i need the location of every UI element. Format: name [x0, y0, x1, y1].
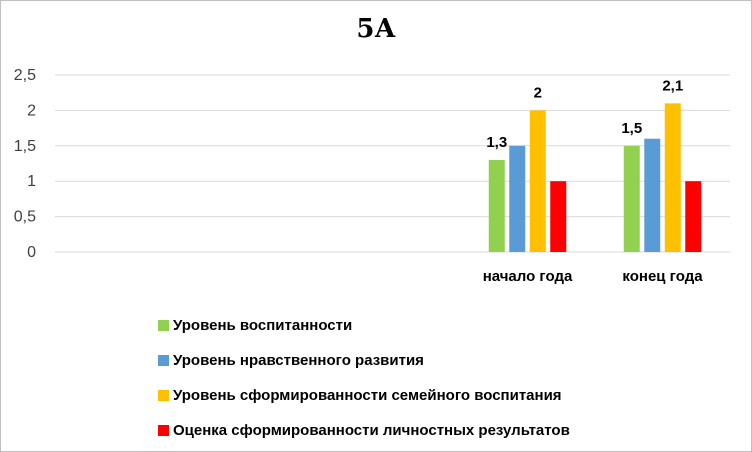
bar [529, 110, 546, 253]
legend-item: Уровень нравственного развития [158, 343, 570, 378]
y-tick-label: 1,5 [14, 138, 36, 155]
legend-swatch [158, 355, 169, 366]
legend-swatch [158, 425, 169, 436]
bar [664, 103, 681, 252]
legend-swatch [158, 320, 169, 331]
legend-item: Оценка сформированности личностных резул… [158, 413, 570, 448]
legend-label: Уровень воспитанности [173, 317, 353, 334]
bar [488, 159, 505, 252]
legend-item: Уровень сформированности семейного воспи… [158, 378, 570, 413]
chart-title: 5А [356, 14, 396, 44]
x-category-label: конец года [622, 268, 703, 285]
x-category-label: начало года [483, 268, 573, 285]
legend-label: Оценка сформированности личностных резул… [173, 422, 570, 439]
legend-label: Уровень сформированности семейного воспи… [173, 387, 562, 404]
y-tick-label: 1 [27, 173, 36, 190]
legend-item: Уровень воспитанности [158, 308, 570, 343]
bar [623, 145, 640, 252]
chart-legend: Уровень воспитанности Уровень нравственн… [158, 308, 570, 448]
data-label: 1,3 [486, 134, 507, 151]
y-tick-label: 0 [27, 244, 36, 261]
bar [685, 181, 702, 252]
data-label: 1,5 [621, 120, 642, 137]
bar [509, 145, 526, 252]
data-label: 2,1 [662, 77, 683, 94]
bar [644, 138, 661, 252]
y-tick-label: 2 [27, 102, 36, 119]
chart-plot: 0 0,5 1 1,5 2 2,5 1,3 2 начало года 1,5 2,1 конец г… [14, 67, 730, 285]
y-tick-label: 2,5 [14, 67, 36, 84]
legend-label: Уровень нравственного развития [173, 352, 424, 369]
y-tick-label: 0,5 [14, 209, 36, 226]
bar [550, 181, 567, 252]
data-label: 2 [534, 84, 542, 101]
legend-swatch [158, 390, 169, 401]
